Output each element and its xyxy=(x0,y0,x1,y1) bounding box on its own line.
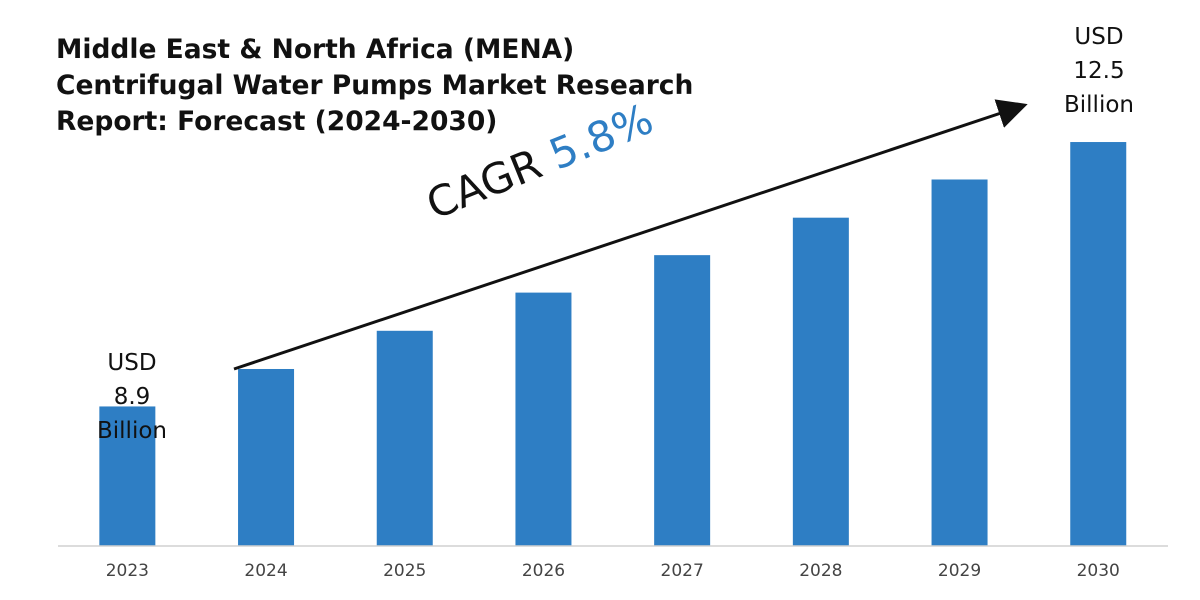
end-value-callout: USD 12.5 Billion xyxy=(1037,20,1161,122)
title-line-2: Centrifugal Water Pumps Market Research xyxy=(56,70,694,101)
bar-2029 xyxy=(931,179,988,546)
x-tick-label: 2026 xyxy=(522,561,565,581)
title-line-1: Middle East & North Africa (MENA) xyxy=(56,34,575,65)
bar-2023 xyxy=(99,406,156,546)
start-value-callout: USD 8.9 Billion xyxy=(72,346,192,448)
bar-2026 xyxy=(515,292,572,546)
title-line-3: Report: Forecast (2024-2030) xyxy=(56,106,498,137)
x-tick-label: 2027 xyxy=(661,561,704,581)
x-tick-label: 2024 xyxy=(244,561,287,581)
end-callout-value: 12.5 xyxy=(1073,58,1125,84)
x-tick-labels: 2023 2024 2025 2026 2027 2028 2029 2030 xyxy=(106,561,1120,581)
end-callout-currency: USD xyxy=(1074,24,1124,50)
end-callout-unit: Billion xyxy=(1064,92,1134,118)
x-tick-label: 2029 xyxy=(938,561,981,581)
x-tick-label: 2030 xyxy=(1077,561,1120,581)
start-callout-currency: USD xyxy=(107,350,157,376)
x-tick-label: 2023 xyxy=(106,561,149,581)
x-tick-label: 2025 xyxy=(383,561,426,581)
bars-group xyxy=(99,142,1127,546)
start-callout-value: 8.9 xyxy=(113,384,151,410)
trend-arrow xyxy=(233,99,1028,371)
x-tick-label: 2028 xyxy=(799,561,842,581)
bar-2030 xyxy=(1070,142,1127,546)
bar-2027 xyxy=(654,255,711,546)
bar-2025 xyxy=(376,330,433,546)
chart-title: Middle East & North Africa (MENA) Centri… xyxy=(56,32,693,140)
start-callout-unit: Billion xyxy=(97,418,167,444)
bar-2024 xyxy=(238,368,295,546)
bar-2028 xyxy=(792,217,849,546)
